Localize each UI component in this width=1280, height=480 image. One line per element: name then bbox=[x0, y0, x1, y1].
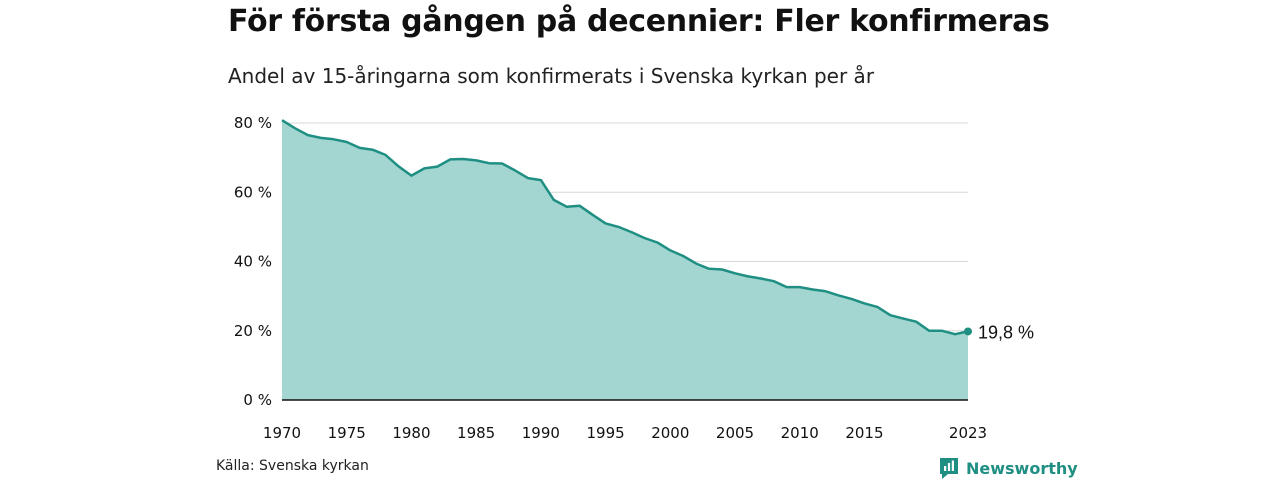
series-area bbox=[282, 120, 968, 400]
x-tick-label: 2000 bbox=[651, 424, 689, 442]
x-tick-label: 2010 bbox=[781, 424, 819, 442]
end-value-label: 19,8 % bbox=[978, 322, 1034, 342]
x-tick-label: 1980 bbox=[392, 424, 430, 442]
newsworthy-logo-icon bbox=[940, 458, 958, 479]
x-tick-label: 1995 bbox=[586, 424, 624, 442]
source-note: Källa: Svenska kyrkan bbox=[216, 458, 369, 474]
x-tick-label: 1970 bbox=[263, 424, 301, 442]
end-point-marker bbox=[964, 327, 972, 336]
brand-logo: Newsworthy bbox=[938, 456, 1078, 480]
y-tick-label: 40 % bbox=[234, 253, 272, 271]
x-tick-label: 1985 bbox=[457, 424, 495, 442]
brand-name: Newsworthy bbox=[966, 458, 1078, 478]
y-tick-label: 0 % bbox=[243, 391, 272, 409]
x-tick-label: 2005 bbox=[716, 424, 754, 442]
y-tick-label: 20 % bbox=[234, 322, 272, 340]
x-tick-label: 2015 bbox=[845, 424, 883, 442]
area-chart: 0 % 20 % 40 % 60 % 80 % 1970 1975 1980 1985 1990… bbox=[234, 114, 1034, 442]
series-line bbox=[281, 119, 969, 336]
y-tick-label: 80 % bbox=[234, 114, 272, 132]
x-tick-label: 1975 bbox=[328, 424, 366, 442]
x-tick-label: 2023 bbox=[949, 424, 987, 442]
x-tick-label: 1990 bbox=[522, 424, 560, 442]
y-tick-label: 60 % bbox=[234, 183, 272, 201]
x-axis-ticks: 1970 1975 1980 1985 1990 1995 2000 2005 2010 2015… bbox=[263, 424, 987, 442]
y-axis-ticks: 0 % 20 % 40 % 60 % 80 % bbox=[234, 114, 272, 409]
chart-subtitle: Andel av 15-åringarna som konfirmerats i… bbox=[228, 64, 875, 88]
chart-title: För första gången på decennier: Fler kon… bbox=[228, 4, 1050, 39]
